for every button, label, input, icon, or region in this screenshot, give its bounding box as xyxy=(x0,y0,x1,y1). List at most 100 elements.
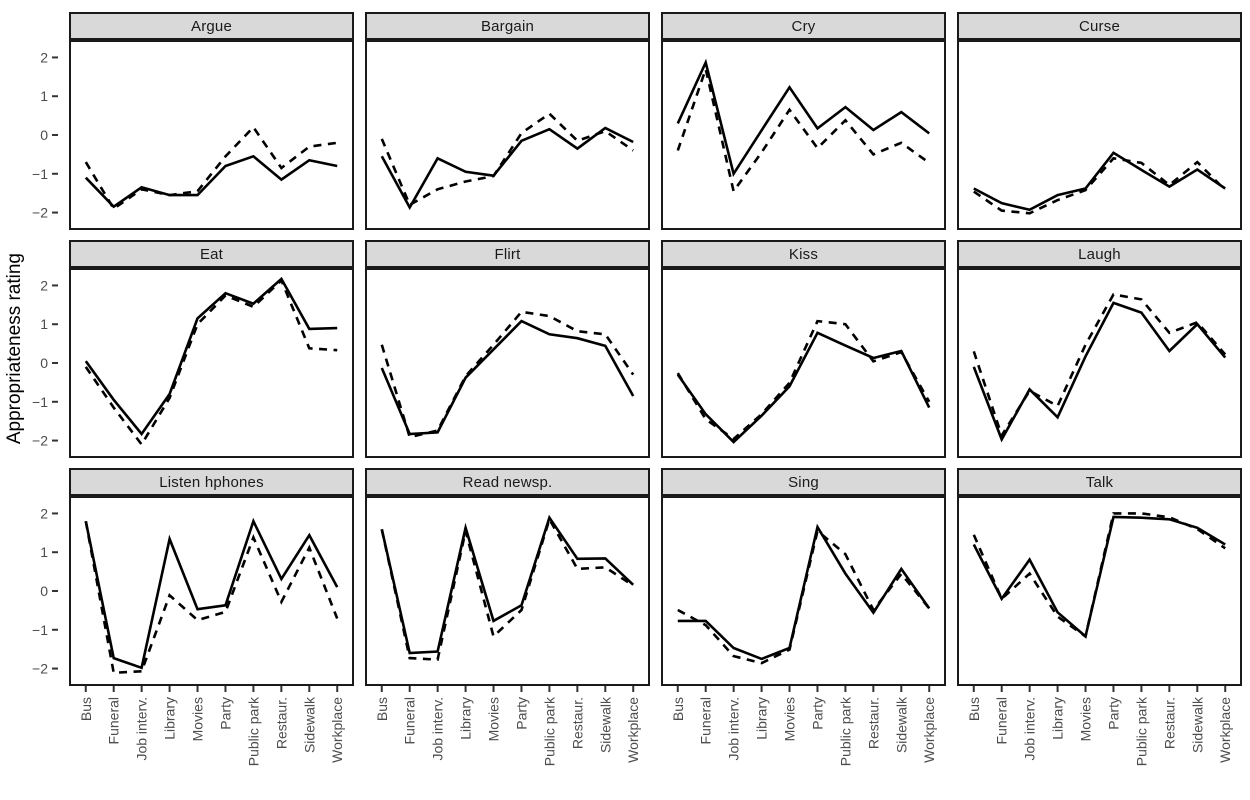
facet-cry: Cry xyxy=(661,12,946,230)
line-dashed xyxy=(972,292,1227,439)
x-tick-label: Bus xyxy=(374,697,390,721)
y-axis: 2 1 0 −1 −2 xyxy=(32,49,58,221)
x-tick-label: Movies xyxy=(782,697,798,741)
x-tick-label: Restaur. xyxy=(865,697,881,749)
x-tick-label: Public park xyxy=(1133,696,1149,766)
line-solid xyxy=(380,126,634,211)
y-tick-label: 0 xyxy=(40,127,48,143)
y-axis-gutter: 2 1 0 −1 −2 xyxy=(28,12,58,230)
line-solid xyxy=(676,331,931,444)
facet-strip-title: Bargain xyxy=(365,12,650,40)
facet-strip-title: Flirt xyxy=(365,240,650,268)
x-tick-label: Public park xyxy=(541,696,557,766)
x-tick-label: Movies xyxy=(1078,697,1094,741)
y-tick-label: −2 xyxy=(32,205,48,221)
panel-border xyxy=(69,268,354,458)
x-tick-label: Job interv. xyxy=(726,697,742,761)
x-tick-label: Funeral xyxy=(698,697,714,744)
facet-read-newsp: Read newsp. Bus Funeral Job interv. Library M… xyxy=(365,468,650,786)
facet-curse: Curse xyxy=(957,12,1242,230)
x-tick-label: Bus xyxy=(78,697,94,721)
y-axis: 2 1 0 −1 −2 xyxy=(32,505,58,677)
x-tick-label: Workplace xyxy=(921,697,937,763)
line-solid xyxy=(84,276,338,437)
facet-flirt: Flirt xyxy=(365,240,650,458)
facet-strip-title: Kiss xyxy=(661,240,946,268)
line-dashed xyxy=(84,520,339,675)
panel-border xyxy=(365,40,650,230)
x-tick-label: Bus xyxy=(670,697,686,721)
panel-border xyxy=(365,268,650,458)
y-tick-label: 2 xyxy=(40,505,48,521)
y-tick-label: 0 xyxy=(40,583,48,599)
facet-kiss: Kiss xyxy=(661,240,946,458)
facet-listen-hphones: Listen hphones Bus Funeral Job interv. Libra… xyxy=(69,468,354,786)
line-dashed xyxy=(676,319,931,441)
x-tick-label: Funeral xyxy=(402,697,418,744)
y-tick-label: −1 xyxy=(32,622,48,638)
x-tick-label: Workplace xyxy=(329,697,345,763)
y-tick-label: 2 xyxy=(40,277,48,293)
line-solid xyxy=(380,514,635,655)
y-tick-label: 1 xyxy=(40,316,48,332)
facet-panel xyxy=(69,496,354,686)
y-tick-label: 1 xyxy=(40,88,48,104)
line-dashed xyxy=(972,512,1226,639)
x-tick-label: Job interv. xyxy=(1022,697,1038,761)
line-solid xyxy=(84,517,339,670)
x-axis: Bus Funeral Job interv. Library Movies Party P… xyxy=(374,686,641,766)
line-dashed xyxy=(380,310,635,439)
x-tick-label: Funeral xyxy=(106,697,122,744)
facet-strip-title: Read newsp. xyxy=(365,468,650,496)
facet-panel xyxy=(69,40,354,230)
facet-strip-title: Curse xyxy=(957,12,1242,40)
panel-border xyxy=(957,40,1242,230)
y-axis-title: Appropriateness rating xyxy=(4,253,25,445)
line-dashed xyxy=(84,278,338,447)
x-tick-label: Library xyxy=(1050,697,1066,740)
line-solid xyxy=(380,319,635,436)
x-tick-label: Party xyxy=(217,697,233,730)
x-tick-label: Restaur. xyxy=(273,697,289,749)
line-dashed xyxy=(676,64,930,195)
x-axis: Bus Funeral Job interv. Library Movies Party P… xyxy=(78,686,345,766)
facet-talk: Talk Bus Funeral Job interv. Library Movies Pa… xyxy=(957,468,1242,786)
facet-panel xyxy=(957,268,1242,458)
x-tick-label: Library xyxy=(754,697,770,740)
panel-border xyxy=(957,496,1242,686)
facet-strip-title: Argue xyxy=(69,12,354,40)
y-tick-label: 0 xyxy=(40,355,48,371)
line-solid xyxy=(676,58,930,178)
panel-border xyxy=(957,268,1242,458)
facet-strip-title: Laugh xyxy=(957,240,1242,268)
x-tick-label: Library xyxy=(458,697,474,740)
panel-border xyxy=(661,40,946,230)
facet-strip-title: Eat xyxy=(69,240,354,268)
facet-sing: Sing Bus Funeral Job interv. Library Movies Pa… xyxy=(661,468,946,786)
y-tick-label: 2 xyxy=(40,49,48,65)
x-tick-label: Party xyxy=(809,697,825,730)
line-dashed xyxy=(84,125,338,211)
y-axis: 2 1 0 −1 −2 xyxy=(32,277,58,449)
x-tick-label: Funeral xyxy=(994,697,1010,744)
x-tick-label: Sidewalk xyxy=(597,696,613,753)
line-dashed xyxy=(380,516,634,661)
facet-panel xyxy=(365,496,650,686)
y-axis-gutter: 2 1 0 −1 −2 xyxy=(28,240,58,458)
x-tick-label: Restaur. xyxy=(1161,697,1177,749)
facet-panel xyxy=(365,268,650,458)
x-tick-label: Sidewalk xyxy=(301,696,317,753)
facet-panel xyxy=(661,496,946,686)
facet-laugh: Laugh xyxy=(957,240,1242,458)
facet-strip-title: Listen hphones xyxy=(69,468,354,496)
x-axis: Bus Funeral Job interv. Library Movies Party P… xyxy=(966,686,1233,766)
facet-bargain: Bargain xyxy=(365,12,650,230)
line-dashed xyxy=(973,156,1227,215)
facet-argue: Argue xyxy=(69,12,354,230)
x-tick-label: Party xyxy=(1105,697,1121,730)
facet-panel xyxy=(957,40,1242,230)
panel-border xyxy=(69,496,354,686)
x-tick-label: Job interv. xyxy=(134,697,150,761)
line-dashed xyxy=(380,112,634,207)
y-axis-gutter: 2 1 0 −1 −2 xyxy=(28,468,58,786)
